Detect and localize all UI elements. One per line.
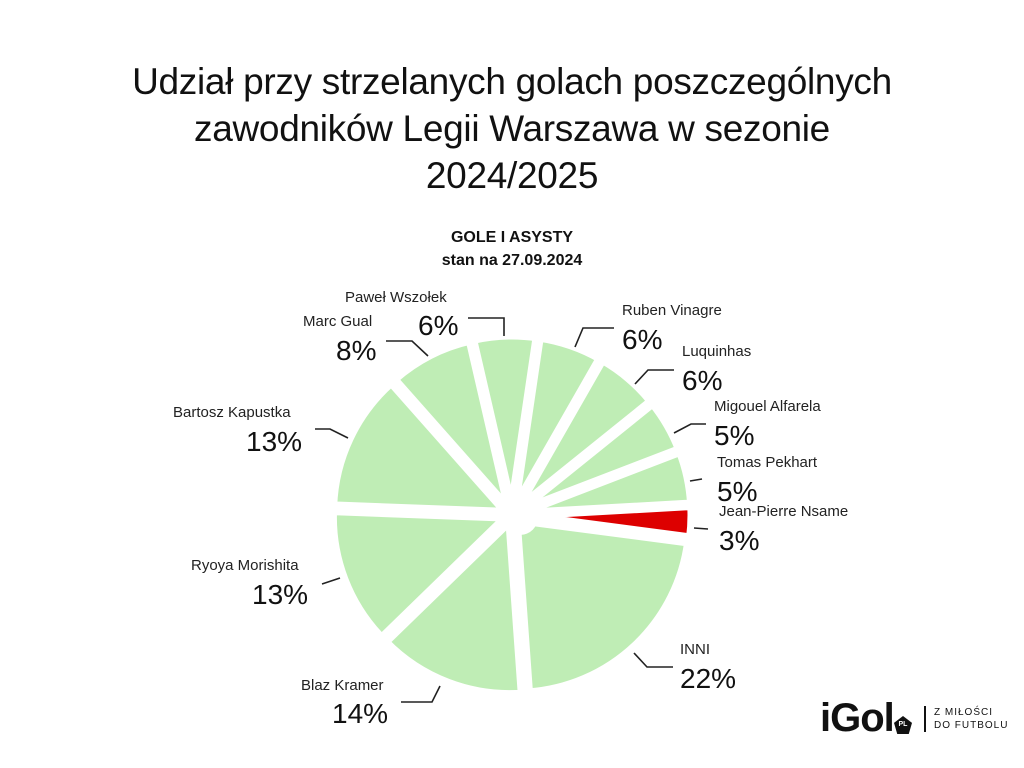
leader-line-pekhart	[689, 478, 703, 482]
pie-center	[502, 499, 538, 535]
slice-label-alfarela: Migouel Alfarela	[714, 398, 821, 415]
slice-label-pekhart: Tomas Pekhart	[717, 454, 818, 471]
leader-line-nsame	[693, 527, 709, 530]
chart-title: Udział przy strzelanych golach poszczegó…	[0, 58, 1024, 199]
logo-tagline-line-2: DO FUTBOLU	[934, 720, 1009, 731]
leader-line-kramer	[401, 685, 441, 703]
logo-tagline: Z MIŁOŚCI DO FUTBOLU	[934, 706, 1008, 732]
slice-pct-inni: 22%	[680, 663, 737, 694]
slice-label-kramer: Blaz Kramer	[301, 677, 384, 694]
leader-line-inni	[633, 652, 673, 668]
slice-pct-vinagre: 6%	[622, 324, 663, 355]
pie-slice-marc-gual	[387, 334, 514, 513]
slice-label-kapustka: Bartosz Kapustka	[173, 404, 291, 421]
slice-pct-pekhart: 5%	[717, 476, 758, 507]
pie-slice-blaz-kramer	[378, 510, 528, 700]
leader-line-gual	[386, 340, 429, 357]
logo-separator	[924, 706, 926, 732]
slice-pct-alfarela: 5%	[714, 420, 755, 451]
slice-pct-wszolek: 6%	[418, 310, 459, 341]
slice-label-wszolek: Paweł Wszołek	[345, 289, 447, 306]
logo-pl-badge-icon: PL	[894, 716, 912, 734]
slice-label-nsame: Jean-Pierre Nsame	[719, 503, 849, 520]
slice-label-vinagre: Ruben Vinagre	[622, 302, 722, 319]
pie-slices	[327, 330, 697, 700]
chart-subtitle: GOLE I ASYSTY stan na 27.09.2024	[0, 226, 1024, 272]
slice-pct-luquinhas: 6%	[682, 365, 723, 396]
slice-pct-gual: 8%	[336, 335, 377, 366]
slice-label-inni: INNI	[680, 641, 710, 658]
title-line-1: Udział przy strzelanych golach poszczegó…	[132, 61, 892, 102]
subtitle-line-2: stan na 27.09.2024	[441, 252, 583, 269]
leader-line-vinagre	[574, 327, 614, 348]
leader-line-alfarela	[673, 423, 706, 434]
logo-tagline-line-1: Z MIŁOŚCI	[934, 707, 994, 718]
slice-label-luquinhas: Luquinhas	[682, 343, 752, 360]
slice-pct-nsame: 3%	[719, 525, 760, 556]
slice-pct-kapustka: 13%	[246, 426, 303, 457]
pie-slice-bartosz-kapustka	[328, 375, 517, 518]
slice-label-gual: Marc Gual	[303, 313, 373, 330]
slice-label-morishita: Ryoya Morishita	[191, 557, 299, 574]
slice-pct-morishita: 13%	[252, 579, 309, 610]
leader-line-luquinhas	[634, 369, 674, 385]
subtitle-line-1: GOLE I ASYSTY	[450, 229, 574, 246]
title-line-2: zawodników Legii Warszawa w sezonie	[194, 108, 830, 149]
logo-brand: iGol	[820, 696, 895, 740]
title-line-3: 2024/2025	[425, 155, 599, 196]
leader-lines	[315, 317, 709, 703]
slice-pct-kramer: 14%	[332, 698, 389, 729]
leader-line-wszolek	[468, 317, 505, 336]
pie-slice-inni	[511, 514, 694, 698]
leader-line-kapustka	[315, 428, 349, 439]
leader-line-morishita	[321, 577, 341, 585]
pie-slice-ryoya-morishita	[327, 505, 518, 645]
